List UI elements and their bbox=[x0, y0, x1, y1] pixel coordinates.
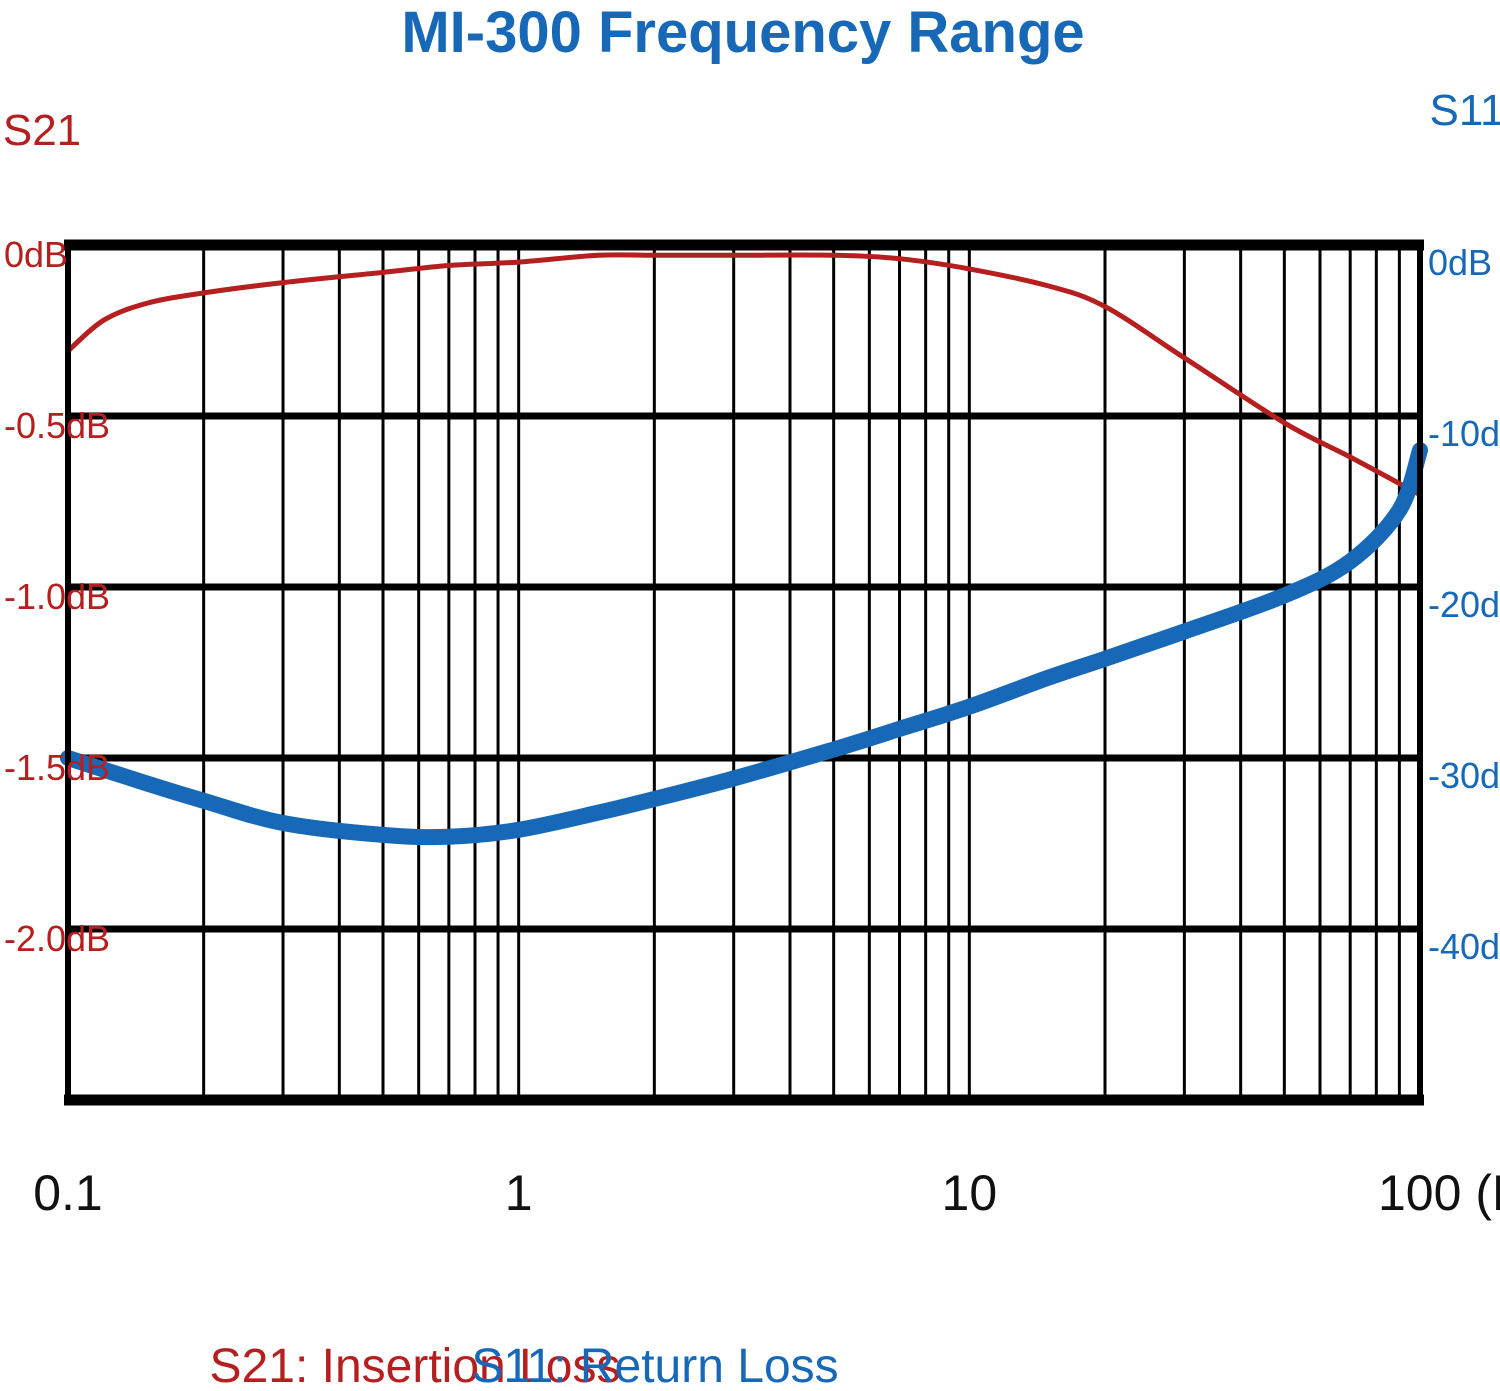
x-axis-ticks: 0.1 1 10 100 (MHz) bbox=[33, 1165, 1500, 1221]
left-axis-ticks: 0dB -0.5dB -1.0dB -1.5dB -2.0dB bbox=[4, 234, 110, 959]
grid bbox=[68, 245, 1420, 1100]
right-axis-title: S11 bbox=[1429, 86, 1500, 135]
left-tick-label: -1.5dB bbox=[4, 747, 110, 788]
series-line-s21 bbox=[65, 252, 1423, 498]
x-tick-label: 10 bbox=[942, 1165, 998, 1221]
right-tick-label: -20dB bbox=[1428, 584, 1500, 625]
x-tick-label: 100 (MHz) bbox=[1378, 1165, 1500, 1221]
chart-title: MI-300 Frequency Range bbox=[401, 0, 1084, 65]
legend-s11: S11: Return Loss bbox=[471, 1340, 838, 1391]
left-tick-label: -1.0dB bbox=[4, 576, 110, 617]
series-line-s11 bbox=[60, 442, 1428, 846]
left-tick-label: -0.5dB bbox=[4, 405, 110, 446]
plot-frame bbox=[64, 239, 1424, 1106]
left-tick-label: -2.0dB bbox=[4, 918, 110, 959]
left-tick-label: 0dB bbox=[4, 234, 68, 275]
right-tick-label: 0dB bbox=[1428, 242, 1492, 283]
x-tick-label: 0.1 bbox=[33, 1165, 103, 1221]
x-tick-label: 1 bbox=[505, 1165, 533, 1221]
series-group bbox=[60, 252, 1428, 846]
legend-s21: S21: Insertion Loss bbox=[210, 1340, 621, 1391]
left-axis-title: S21 bbox=[3, 106, 81, 155]
right-tick-label: -30dB bbox=[1428, 755, 1500, 796]
right-tick-label: -40dB bbox=[1428, 926, 1500, 967]
